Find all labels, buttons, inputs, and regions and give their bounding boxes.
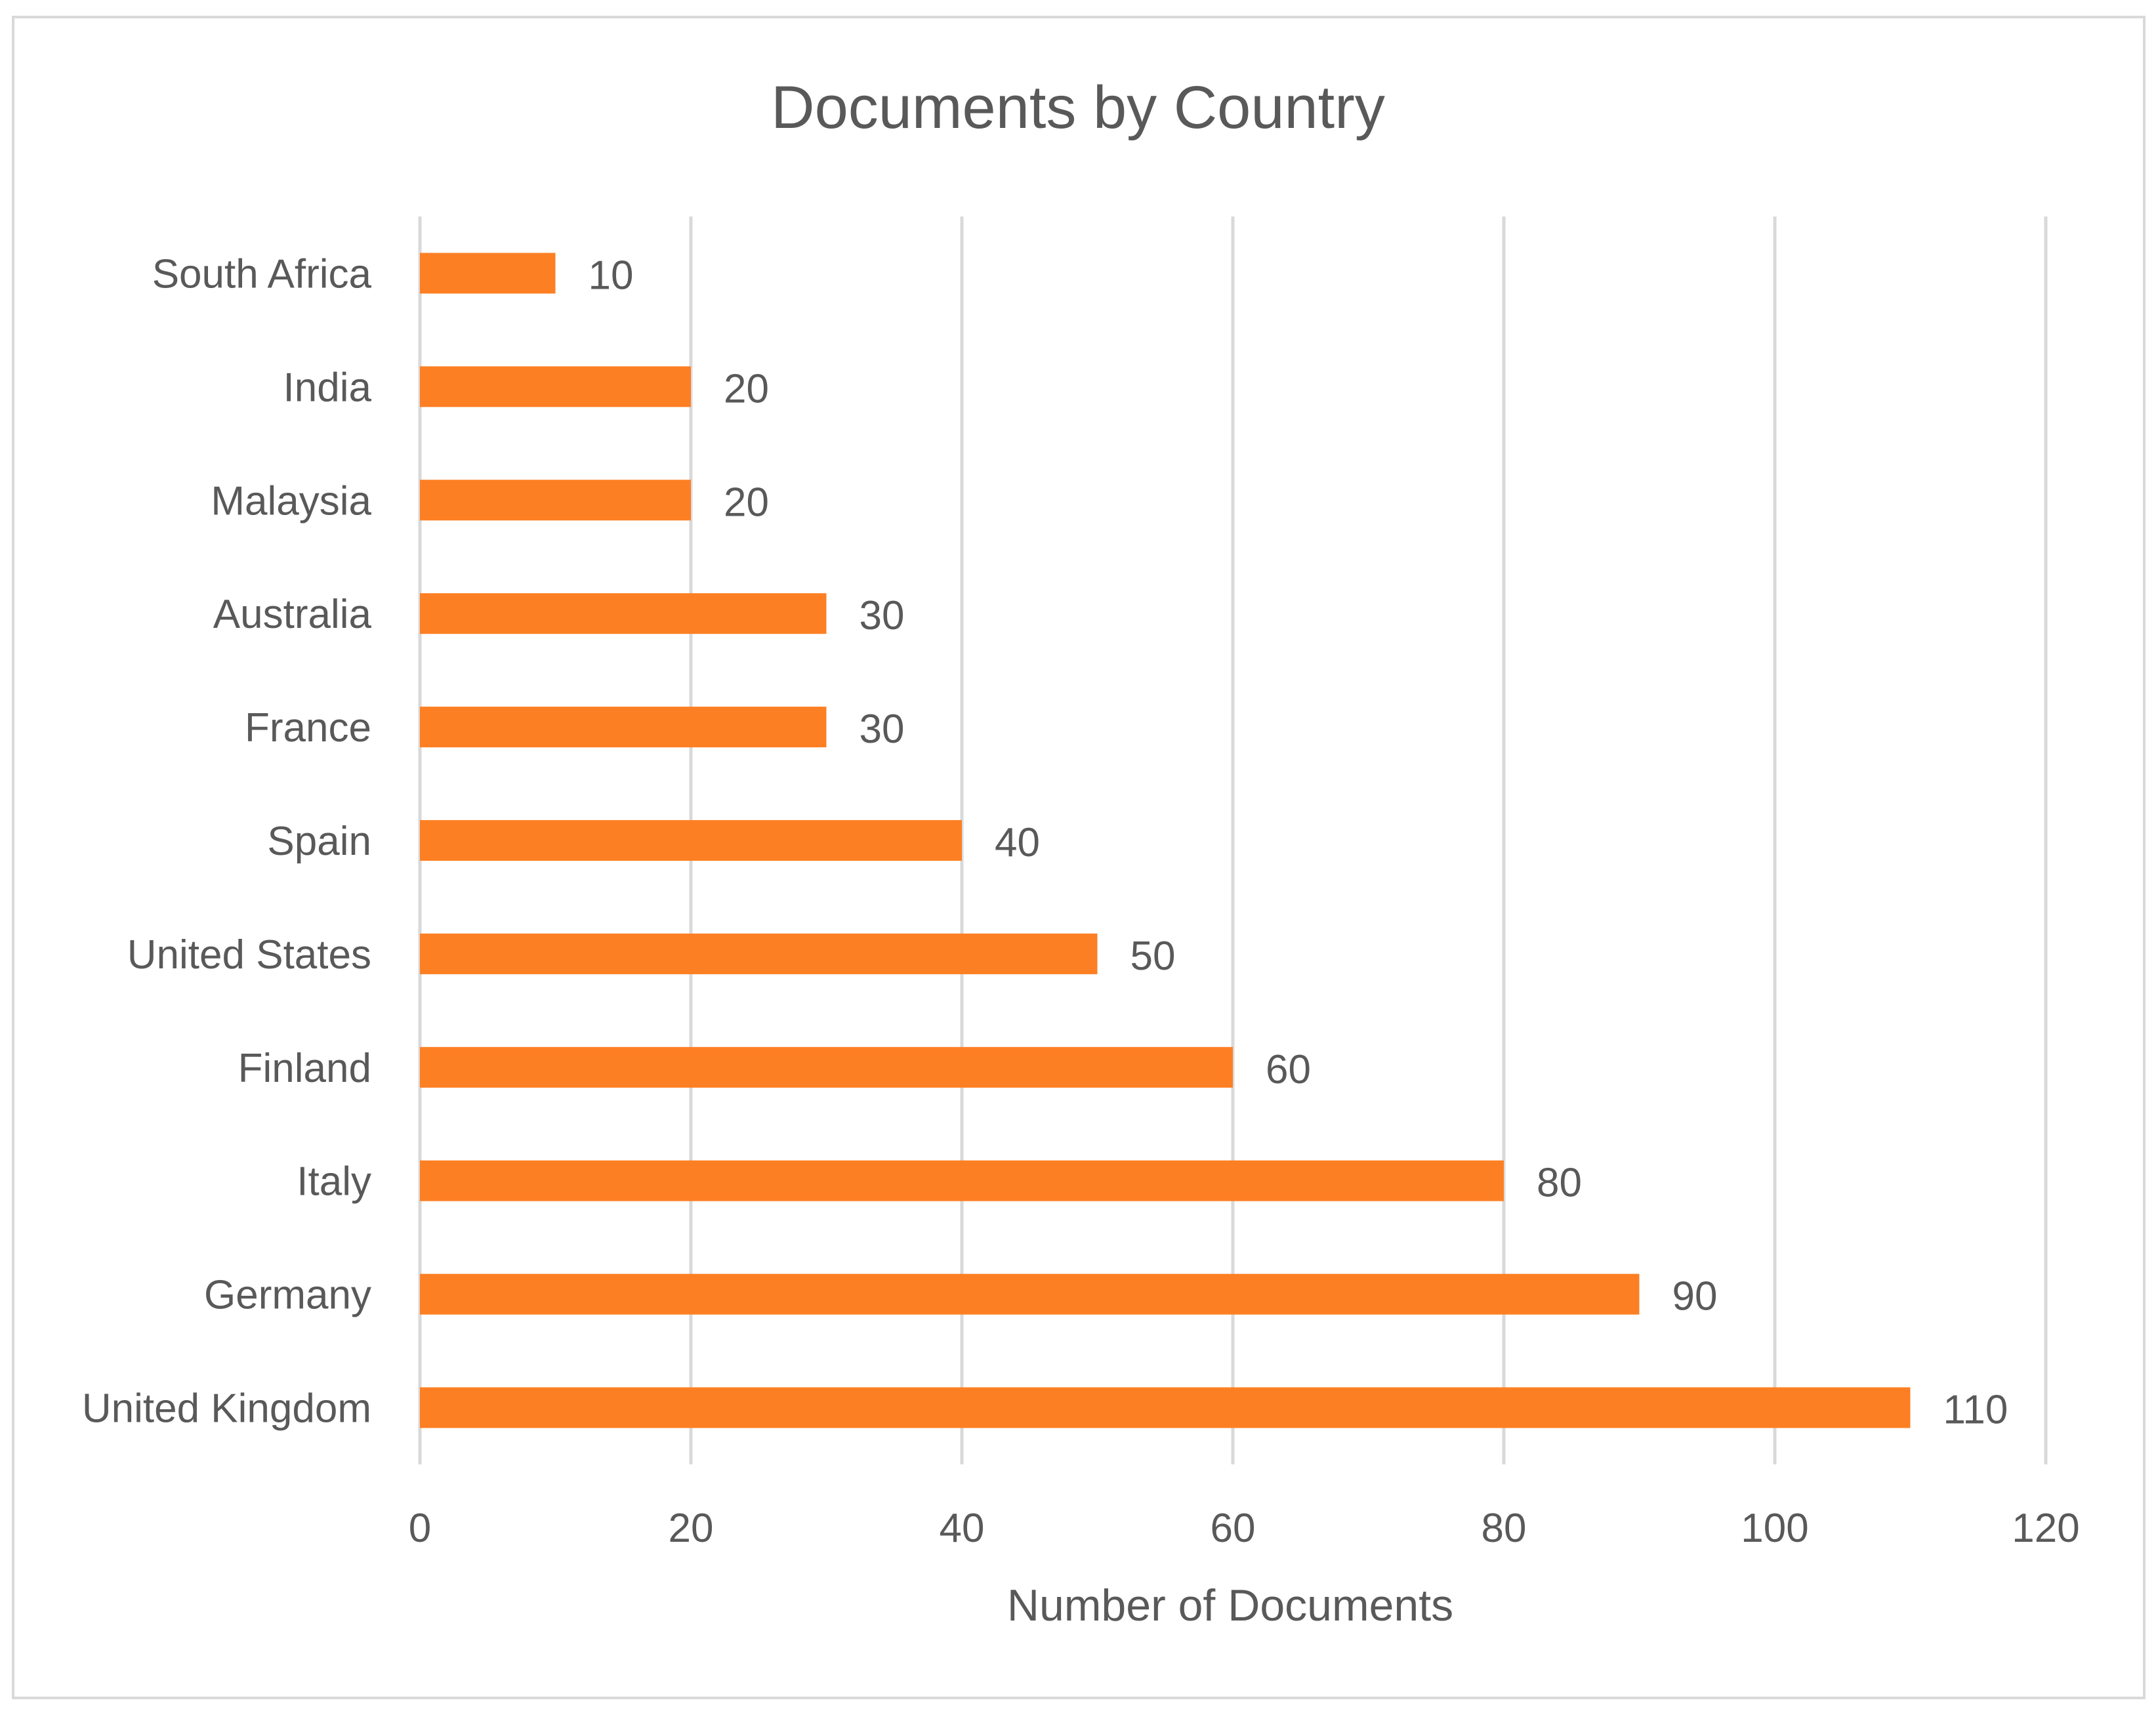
category-label: Malaysia xyxy=(211,478,371,524)
data-label: 90 xyxy=(1672,1274,1718,1319)
category-label: United States xyxy=(127,932,371,978)
bar xyxy=(420,366,691,407)
data-label: 50 xyxy=(1130,934,1176,979)
data-label: 60 xyxy=(1266,1047,1311,1092)
x-tick-label: 60 xyxy=(1211,1506,1256,1551)
bar xyxy=(420,820,962,861)
data-label: 110 xyxy=(1943,1388,2008,1433)
bar xyxy=(420,933,1098,974)
category-label: United Kingdom xyxy=(82,1386,371,1432)
data-label: 20 xyxy=(724,366,769,411)
x-tick-label: 20 xyxy=(669,1506,714,1551)
bars xyxy=(420,253,1911,1428)
x-tick-label: 0 xyxy=(409,1506,431,1551)
category-label: Australia xyxy=(213,592,372,637)
category-label: Germany xyxy=(204,1273,371,1318)
category-label: Italy xyxy=(297,1159,371,1205)
bar xyxy=(420,1387,1911,1428)
x-tick-label: 40 xyxy=(940,1506,985,1551)
bar xyxy=(420,707,827,748)
gridlines xyxy=(418,217,2048,1464)
bar xyxy=(420,1046,1233,1088)
data-label: 80 xyxy=(1537,1161,1582,1206)
category-label: South Africa xyxy=(152,251,372,297)
bar xyxy=(420,1273,1640,1315)
data-label: 30 xyxy=(860,593,905,638)
category-label: Finland xyxy=(238,1046,371,1091)
category-label: Spain xyxy=(267,819,371,864)
data-label: 30 xyxy=(860,707,905,752)
x-tick-label: 120 xyxy=(2012,1506,2079,1551)
data-label: 20 xyxy=(724,480,769,525)
category-label: India xyxy=(283,365,372,410)
bar xyxy=(420,480,691,521)
y-axis-category-labels: South Africa India Malaysia Australia France… xyxy=(82,251,372,1431)
category-label: France xyxy=(245,705,371,751)
x-axis-title: Number of Documents xyxy=(1007,1581,1453,1630)
bar xyxy=(420,593,827,634)
x-tick-label: 80 xyxy=(1482,1506,1527,1551)
data-label: 40 xyxy=(995,820,1040,865)
chart-title: Documents by Country xyxy=(771,74,1385,141)
x-tick-label: 100 xyxy=(1741,1506,1808,1551)
bar xyxy=(420,1160,1504,1201)
bar xyxy=(420,253,556,294)
x-axis-tick-labels: 0 20 40 60 80 100 120 xyxy=(409,1506,2080,1551)
data-label: 10 xyxy=(589,253,634,298)
data-labels: 10 20 20 30 30 40 50 60 80 90 110 xyxy=(589,253,2008,1432)
